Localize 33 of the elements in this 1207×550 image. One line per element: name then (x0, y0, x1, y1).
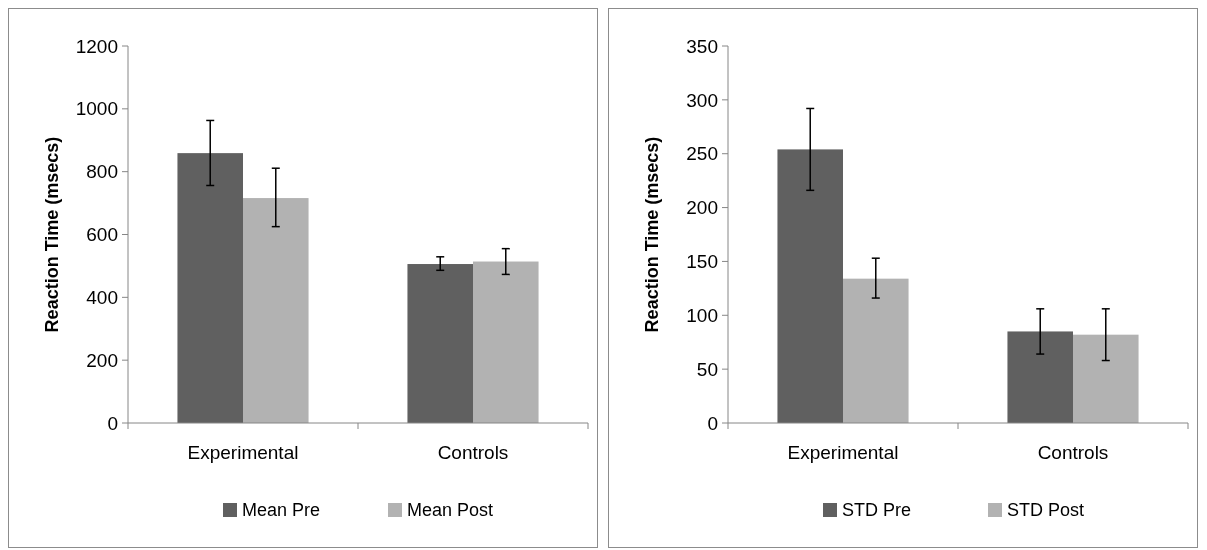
y-tick-label: 250 (686, 143, 718, 165)
legend-label: Mean Post (407, 500, 494, 521)
y-tick-label: 1000 (75, 98, 118, 120)
bar (1073, 334, 1139, 423)
y-tick-label: 600 (86, 224, 118, 246)
x-tick-label: Controls (1037, 442, 1109, 463)
y-axis-title: Reaction Time (msecs) (42, 136, 62, 333)
bar (407, 264, 473, 423)
y-tick-label: 300 (686, 89, 718, 111)
x-tick-label: Experimental (787, 442, 899, 463)
legend-label: STD Post (1007, 500, 1085, 521)
y-tick-label: 150 (686, 251, 718, 273)
legend-label: Mean Pre (242, 500, 321, 521)
bar (843, 278, 909, 423)
y-tick-label: 400 (86, 286, 118, 308)
y-tick-label: 50 (696, 358, 718, 380)
y-tick-label: 800 (86, 161, 118, 183)
y-tick-label: 200 (86, 349, 118, 371)
y-axis-title: Reaction Time (msecs) (642, 136, 662, 333)
y-tick-label: 0 (707, 412, 718, 434)
x-tick-label: Controls (437, 442, 509, 463)
bar (473, 261, 539, 423)
bar (177, 153, 243, 423)
y-tick-label: 100 (686, 304, 718, 326)
bar (243, 198, 309, 423)
y-tick-label: 200 (686, 197, 718, 219)
y-tick-label: 350 (686, 35, 718, 57)
bar (1007, 331, 1073, 423)
x-tick-label: Experimental (187, 442, 299, 463)
bar (777, 149, 843, 423)
legend-label: STD Pre (842, 500, 912, 521)
y-tick-label: 1200 (75, 35, 118, 57)
y-tick-label: 0 (107, 412, 118, 434)
